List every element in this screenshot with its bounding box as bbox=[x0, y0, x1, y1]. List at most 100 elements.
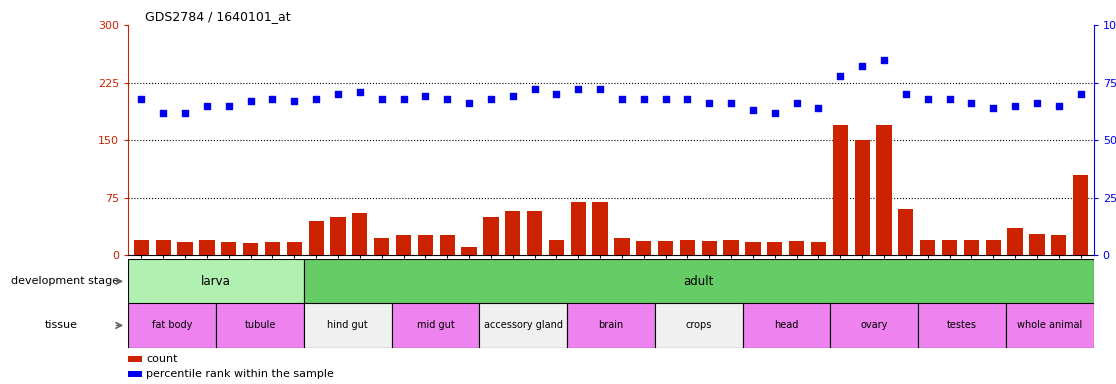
Bar bbox=[567, 303, 655, 348]
Bar bbox=[964, 240, 979, 255]
Point bbox=[1007, 103, 1024, 109]
Bar bbox=[898, 209, 914, 255]
Point bbox=[373, 96, 391, 102]
Bar bbox=[264, 242, 280, 255]
Bar bbox=[417, 235, 433, 255]
Bar bbox=[549, 240, 564, 255]
Bar bbox=[396, 235, 411, 255]
Point bbox=[1050, 103, 1068, 109]
Bar bbox=[392, 303, 480, 348]
Bar bbox=[942, 240, 958, 255]
Point bbox=[133, 96, 151, 102]
Text: fat body: fat body bbox=[152, 320, 192, 331]
Bar bbox=[655, 303, 742, 348]
Bar bbox=[1006, 303, 1094, 348]
Bar bbox=[200, 240, 214, 255]
Bar bbox=[614, 238, 629, 255]
Point bbox=[176, 109, 194, 116]
Text: larva: larva bbox=[201, 275, 231, 288]
Point bbox=[984, 105, 1002, 111]
Bar bbox=[177, 242, 193, 255]
Bar bbox=[308, 221, 324, 255]
Point bbox=[307, 96, 325, 102]
Text: tissue: tissue bbox=[45, 320, 78, 331]
Bar bbox=[134, 240, 150, 255]
Point bbox=[154, 109, 172, 116]
Text: testes: testes bbox=[947, 320, 976, 331]
Point bbox=[962, 100, 980, 106]
Text: brain: brain bbox=[598, 320, 624, 331]
Point bbox=[220, 103, 238, 109]
Point bbox=[722, 100, 740, 106]
Bar bbox=[855, 140, 869, 255]
Text: GDS2784 / 1640101_at: GDS2784 / 1640101_at bbox=[145, 10, 290, 23]
Text: crops: crops bbox=[685, 320, 712, 331]
Point bbox=[460, 100, 478, 106]
Point bbox=[286, 98, 304, 104]
Point bbox=[831, 73, 849, 79]
Bar bbox=[480, 303, 567, 348]
Bar bbox=[1029, 234, 1045, 255]
Bar bbox=[353, 213, 367, 255]
Point bbox=[656, 96, 674, 102]
Bar bbox=[789, 241, 805, 255]
Bar bbox=[304, 259, 1094, 303]
Point bbox=[591, 86, 609, 93]
Point bbox=[569, 86, 587, 93]
Point bbox=[503, 93, 521, 99]
Bar bbox=[593, 202, 608, 255]
Bar bbox=[570, 202, 586, 255]
Bar bbox=[506, 211, 520, 255]
Point bbox=[482, 96, 500, 102]
Text: whole animal: whole animal bbox=[1017, 320, 1083, 331]
Bar bbox=[723, 240, 739, 255]
Bar bbox=[461, 247, 477, 255]
Point bbox=[350, 89, 368, 95]
Bar bbox=[374, 238, 389, 255]
Bar bbox=[128, 303, 217, 348]
Bar bbox=[1008, 228, 1022, 255]
Text: count: count bbox=[146, 354, 177, 364]
Bar bbox=[876, 125, 892, 255]
Point bbox=[548, 91, 566, 97]
Point bbox=[941, 96, 959, 102]
Bar bbox=[217, 303, 304, 348]
Text: mid gut: mid gut bbox=[416, 320, 454, 331]
Bar bbox=[920, 240, 935, 255]
Bar bbox=[830, 303, 918, 348]
Point bbox=[242, 98, 260, 104]
Text: head: head bbox=[775, 320, 799, 331]
Bar bbox=[483, 217, 499, 255]
Point bbox=[701, 100, 719, 106]
Bar bbox=[243, 243, 258, 255]
Point bbox=[897, 91, 915, 97]
Point bbox=[635, 96, 653, 102]
Point bbox=[854, 63, 872, 70]
Bar bbox=[304, 303, 392, 348]
Text: ovary: ovary bbox=[860, 320, 888, 331]
Point bbox=[918, 96, 936, 102]
Bar bbox=[742, 303, 830, 348]
Bar bbox=[918, 303, 1006, 348]
Bar bbox=[440, 235, 455, 255]
Bar bbox=[527, 211, 542, 255]
Point bbox=[395, 96, 413, 102]
Bar bbox=[128, 371, 142, 377]
Text: accessory gland: accessory gland bbox=[483, 320, 562, 331]
Point bbox=[416, 93, 434, 99]
Bar bbox=[745, 242, 761, 255]
Bar bbox=[702, 241, 716, 255]
Point bbox=[766, 109, 783, 116]
Text: hind gut: hind gut bbox=[327, 320, 368, 331]
Bar bbox=[221, 242, 237, 255]
Text: development stage: development stage bbox=[11, 276, 119, 286]
Point bbox=[1028, 100, 1046, 106]
Point bbox=[329, 91, 347, 97]
Text: percentile rank within the sample: percentile rank within the sample bbox=[146, 369, 334, 379]
Bar bbox=[658, 241, 673, 255]
Bar bbox=[985, 240, 1001, 255]
Point bbox=[1071, 91, 1089, 97]
Point bbox=[526, 86, 543, 93]
Point bbox=[875, 56, 893, 63]
Bar bbox=[1072, 175, 1088, 255]
